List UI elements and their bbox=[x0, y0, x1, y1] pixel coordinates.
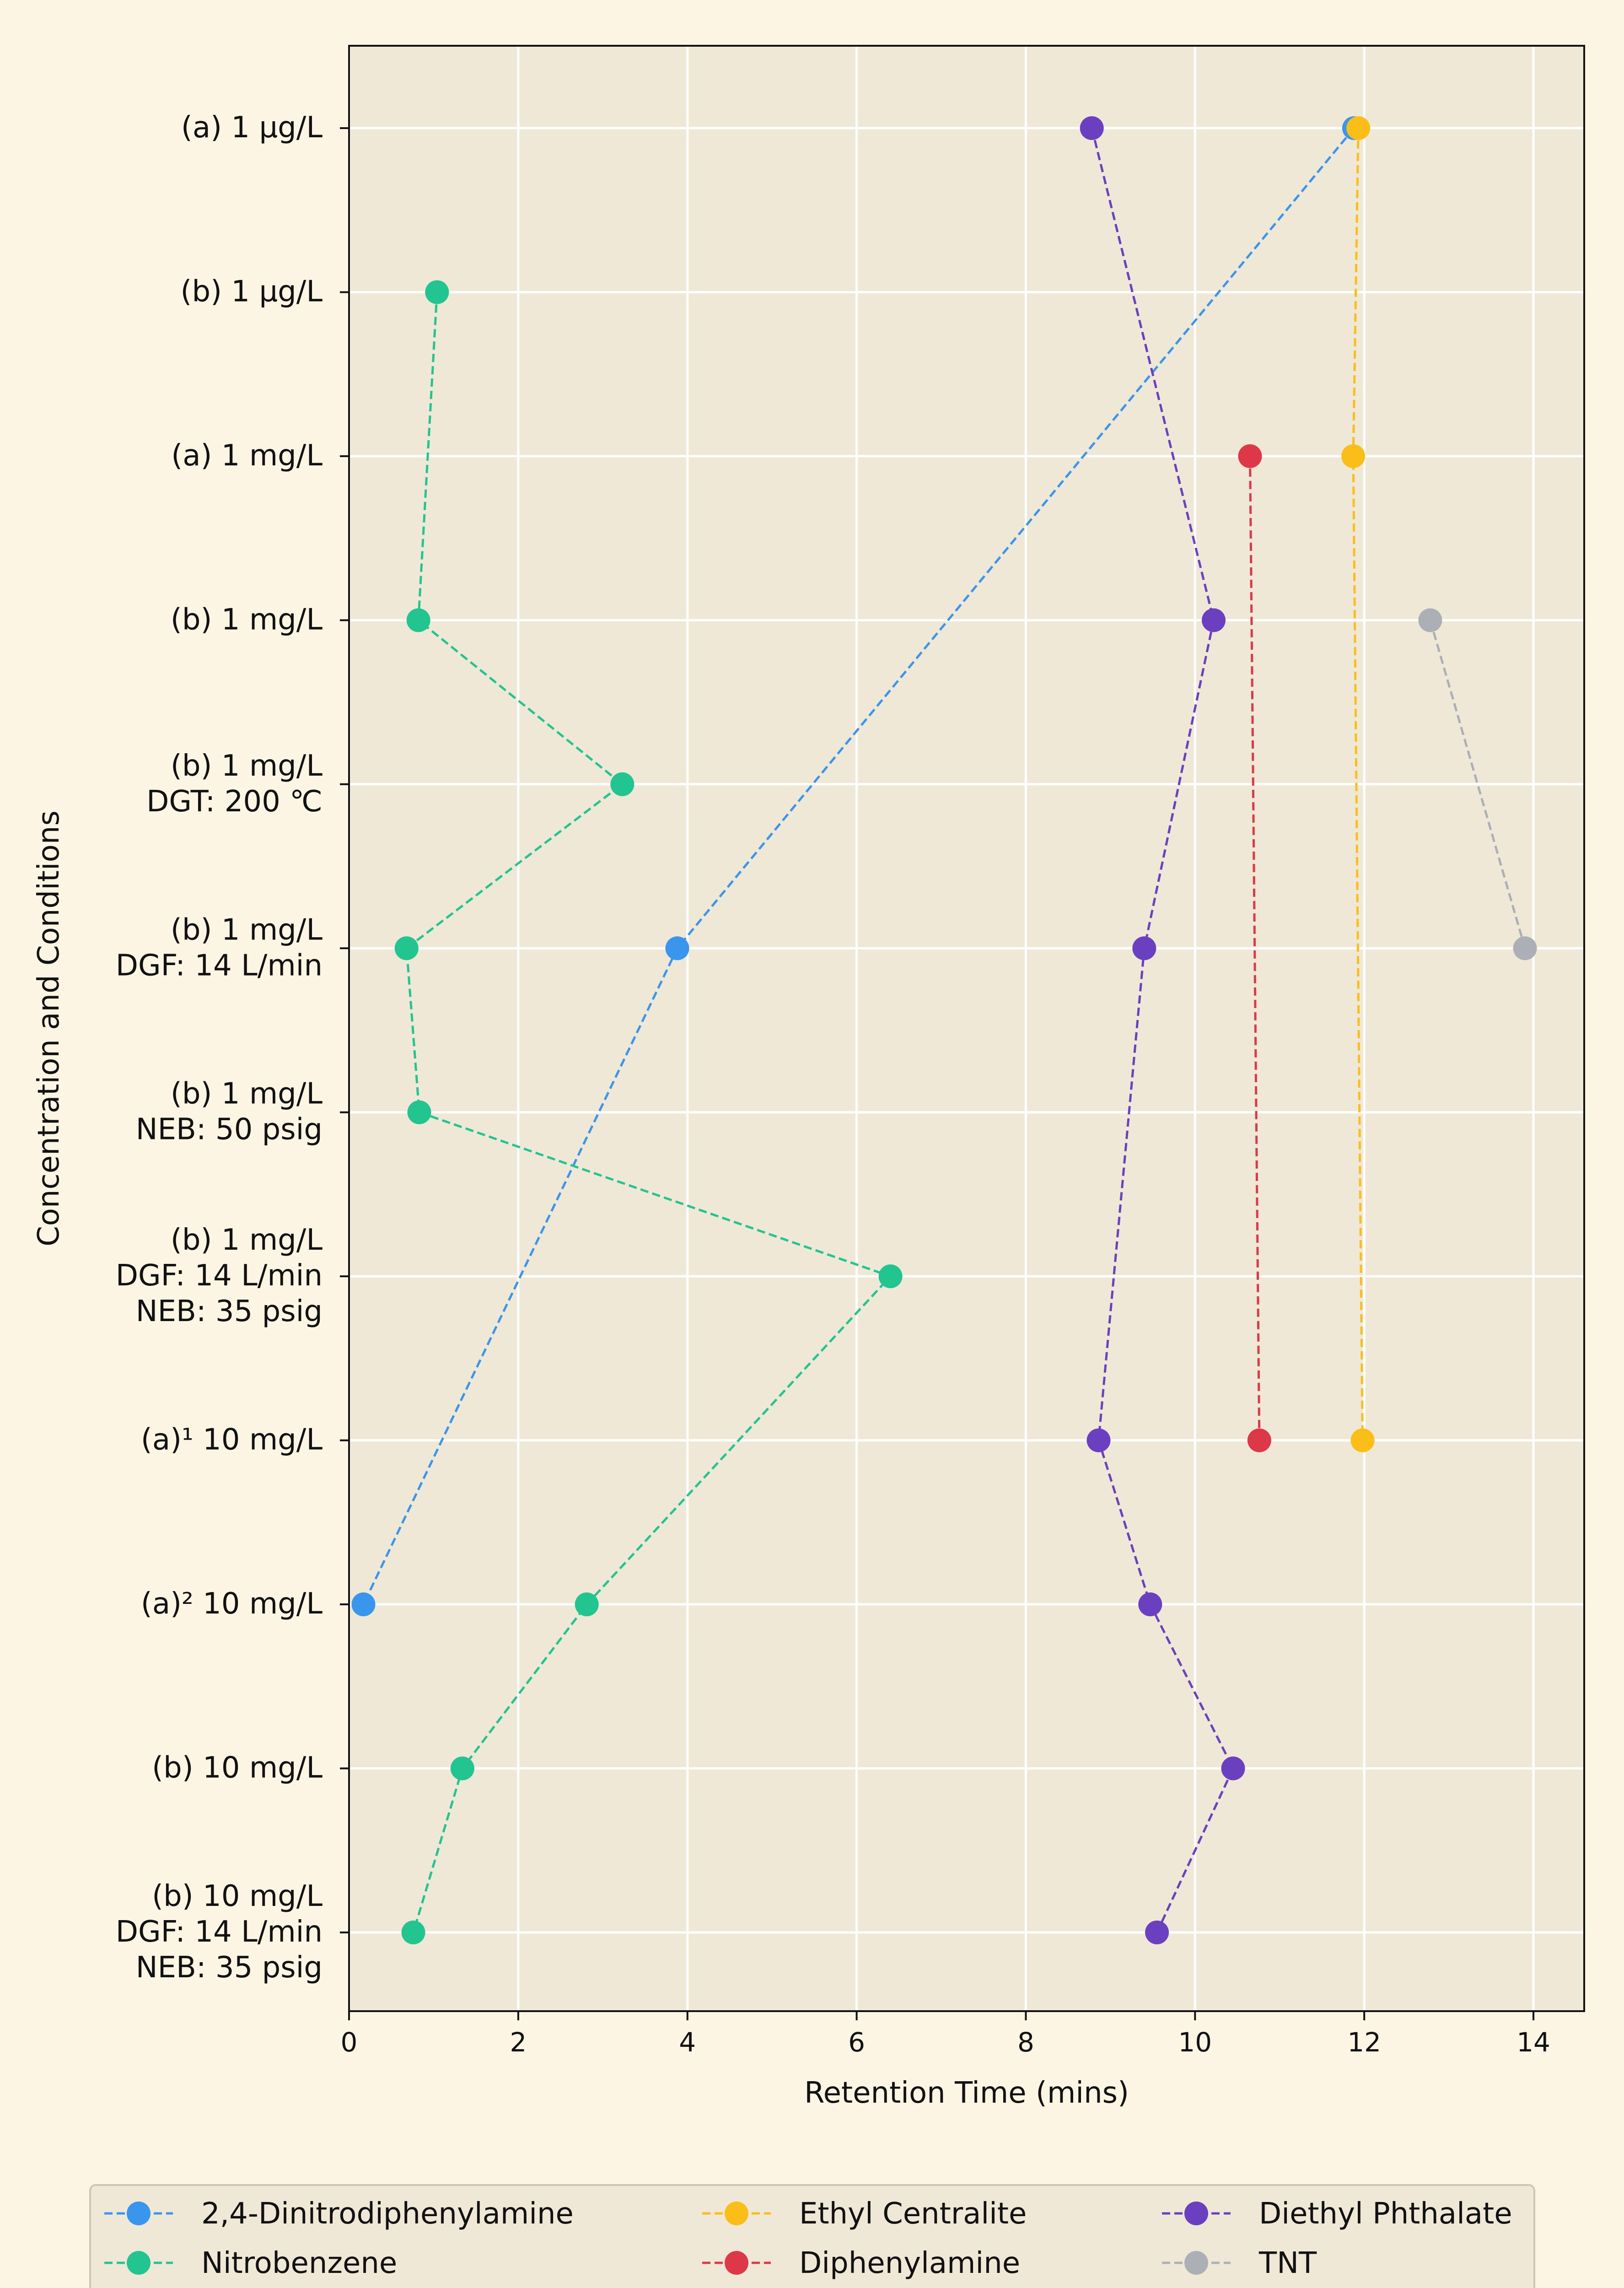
series-layer bbox=[351, 116, 1537, 1944]
data-point bbox=[1513, 936, 1537, 961]
series-tnt bbox=[1418, 608, 1537, 961]
legend-box bbox=[89, 2184, 1535, 2288]
x-tick-label: 10 bbox=[1178, 2027, 1212, 2058]
legend-marker bbox=[1184, 2202, 1208, 2225]
series-line bbox=[1249, 456, 1261, 1441]
data-point bbox=[1238, 444, 1262, 468]
data-point bbox=[406, 608, 430, 632]
y-tick-label: (b) 1 mg/L DGF: 14 L/min bbox=[116, 913, 323, 982]
series-ethyl-centralite bbox=[1341, 116, 1375, 1452]
data-point bbox=[407, 1100, 431, 1124]
legend: 2,4-Dinitrodiphenylamine Ethyl Centralite… bbox=[89, 2184, 1535, 2288]
y-tick-label: (b) 1 µg/L bbox=[180, 275, 323, 308]
legend-label: Diphenylamine bbox=[799, 2246, 1020, 2280]
legend-item: TNT bbox=[1162, 2246, 1317, 2280]
data-point bbox=[610, 772, 635, 796]
data-point bbox=[394, 936, 419, 961]
legend-label: Nitrobenzene bbox=[201, 2246, 397, 2280]
legend-item: Nitrobenzene bbox=[104, 2246, 397, 2280]
data-point bbox=[1202, 608, 1226, 632]
data-point bbox=[351, 1592, 376, 1617]
legend-item: 2,4-Dinitrodiphenylamine bbox=[104, 2197, 574, 2231]
plot-frame bbox=[348, 45, 1585, 2012]
data-point bbox=[1418, 608, 1442, 632]
legend-marker bbox=[127, 2202, 151, 2225]
data-point bbox=[1080, 116, 1104, 140]
legend-label: TNT bbox=[1258, 2246, 1317, 2280]
x-tick-label: 2 bbox=[510, 2027, 527, 2058]
data-point bbox=[1086, 1428, 1111, 1452]
y-tick-label: (b) 10 mg/L DGF: 14 L/min NEB: 35 psig bbox=[116, 1879, 323, 1985]
data-point bbox=[450, 1756, 474, 1781]
data-point bbox=[401, 1920, 425, 1944]
data-point bbox=[665, 936, 689, 961]
y-tick-label: (b) 10 mg/L bbox=[152, 1751, 323, 1785]
x-tick-label: 4 bbox=[679, 2027, 696, 2058]
plot-area bbox=[349, 46, 1584, 2011]
legend-marker bbox=[725, 2202, 748, 2225]
data-point bbox=[1221, 1756, 1245, 1781]
data-point bbox=[1247, 1428, 1271, 1452]
legend-marker bbox=[1184, 2251, 1208, 2275]
legend-marker bbox=[127, 2251, 151, 2275]
y-tick-label: (b) 1 mg/L DGF: 14 L/min NEB: 35 psig bbox=[116, 1223, 323, 1328]
x-tick-label: 14 bbox=[1516, 2027, 1550, 2058]
data-point bbox=[1341, 444, 1366, 468]
data-point bbox=[1350, 1428, 1375, 1452]
legend-label: 2,4-Dinitrodiphenylamine bbox=[201, 2197, 574, 2231]
y-axis-label: Concentration and Conditions bbox=[32, 810, 66, 1247]
series-diphenylamine bbox=[1238, 444, 1271, 1452]
x-tick-label: 8 bbox=[1017, 2027, 1034, 2058]
data-point bbox=[425, 280, 449, 304]
legend-item: Diethyl Phthalate bbox=[1162, 2197, 1512, 2231]
data-point bbox=[1132, 936, 1156, 961]
data-point bbox=[1346, 116, 1371, 140]
y-tick-label: (b) 1 mg/L NEB: 50 psig bbox=[136, 1077, 323, 1147]
data-point bbox=[1145, 1920, 1169, 1944]
grid bbox=[348, 46, 1584, 2011]
x-tick-label: 6 bbox=[848, 2027, 865, 2058]
y-axis-ticks: (a) 1 µg/L (b) 1 µg/L (a) 1 mg/L (b) 1 mg/L… bbox=[116, 111, 349, 1985]
y-tick-label: (a)¹ 10 mg/L bbox=[141, 1423, 323, 1457]
x-tick-label: 0 bbox=[341, 2027, 358, 2058]
data-point bbox=[575, 1592, 599, 1617]
series-line bbox=[1429, 620, 1526, 949]
series-nitrobenzene bbox=[394, 280, 903, 1944]
y-tick-label: (b) 1 mg/L bbox=[171, 603, 323, 637]
legend-label: Ethyl Centralite bbox=[799, 2197, 1027, 2231]
legend-item: Diphenylamine bbox=[702, 2246, 1020, 2280]
y-tick-label: (b) 1 mg/L DGT: 200 ℃ bbox=[146, 749, 323, 819]
x-tick-label: 12 bbox=[1347, 2027, 1381, 2058]
data-point bbox=[878, 1264, 903, 1289]
x-axis-ticks: 0 2 4 6 8 10 12 14 bbox=[341, 2011, 1550, 2058]
series-diethyl-phthalate bbox=[1080, 116, 1245, 1944]
legend-label: Diethyl Phthalate bbox=[1259, 2197, 1512, 2231]
data-point bbox=[1138, 1592, 1162, 1617]
legend-marker bbox=[725, 2251, 748, 2275]
y-tick-label: (a) 1 mg/L bbox=[171, 439, 323, 473]
y-tick-label: (a)² 10 mg/L bbox=[141, 1587, 323, 1621]
legend-item: Ethyl Centralite bbox=[702, 2197, 1027, 2231]
x-axis-label: Retention Time (mins) bbox=[804, 2076, 1129, 2110]
y-tick-label: (a) 1 µg/L bbox=[181, 111, 323, 145]
